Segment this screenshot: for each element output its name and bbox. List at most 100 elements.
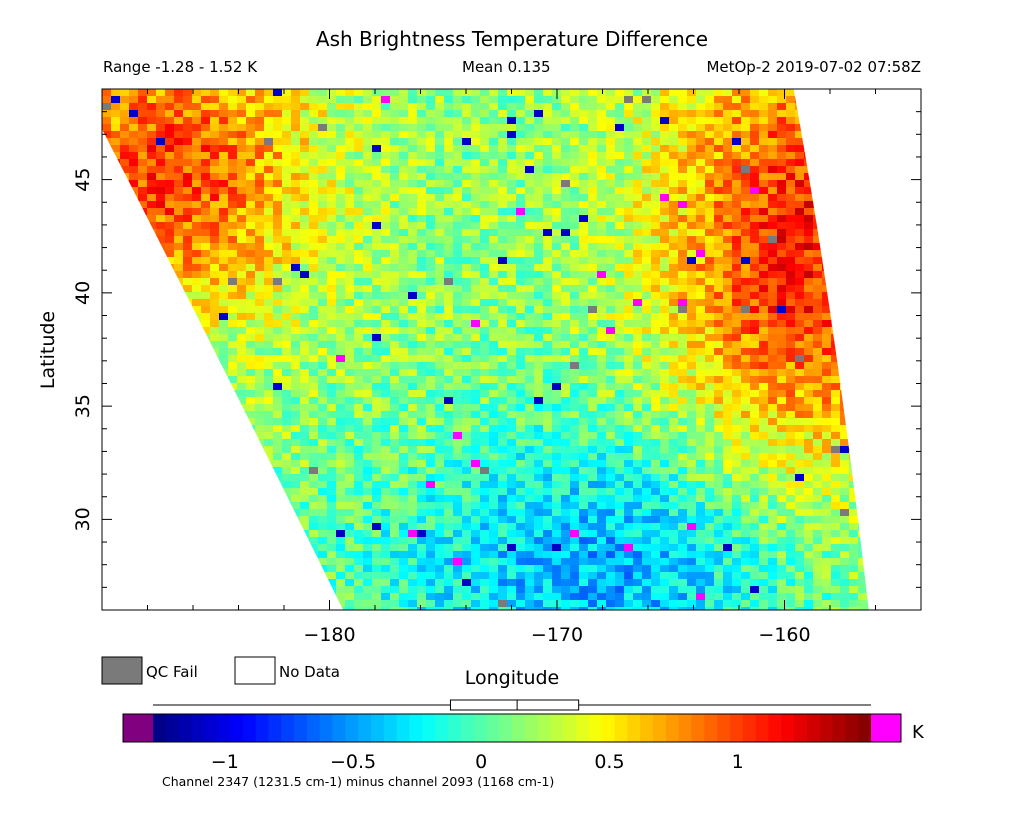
heatmap-cell xyxy=(561,243,571,251)
heatmap-cell xyxy=(750,320,760,328)
heatmap-cell xyxy=(579,439,589,447)
heatmap-cell xyxy=(777,96,787,104)
heatmap-cell xyxy=(201,159,211,167)
heatmap-cell xyxy=(552,264,562,272)
heatmap-cell xyxy=(111,166,121,174)
heatmap-cell xyxy=(507,271,517,279)
heatmap-cell xyxy=(732,446,742,454)
heatmap-cell xyxy=(273,264,283,272)
heatmap-cell xyxy=(831,166,841,174)
heatmap-cell xyxy=(462,432,472,440)
heatmap-cell xyxy=(642,124,652,132)
heatmap-cell xyxy=(489,383,499,391)
heatmap-cell xyxy=(471,215,481,223)
heatmap-cell xyxy=(120,432,130,440)
heatmap-cell xyxy=(210,145,220,153)
heatmap-cell xyxy=(228,138,238,146)
heatmap-cell xyxy=(615,327,625,335)
heatmap-cell xyxy=(615,131,625,139)
heatmap-cell xyxy=(849,446,859,454)
heatmap-cell xyxy=(795,124,805,132)
heatmap-cell xyxy=(282,446,292,454)
heatmap-cell xyxy=(858,208,868,216)
heatmap-cell xyxy=(435,397,445,405)
heatmap-cell xyxy=(444,313,454,321)
heatmap-cell xyxy=(651,320,661,328)
heatmap-cell xyxy=(372,271,382,279)
heatmap-cell xyxy=(111,110,121,118)
heatmap-cell xyxy=(507,390,517,398)
heatmap-cell xyxy=(129,215,139,223)
heatmap-cell xyxy=(768,180,778,188)
heatmap-cell xyxy=(318,362,328,370)
heatmap-cell xyxy=(624,376,634,384)
heatmap-cell xyxy=(408,411,418,419)
heatmap-cell xyxy=(291,236,301,244)
heatmap-cell xyxy=(894,166,904,174)
heatmap-cell xyxy=(822,453,832,461)
heatmap-cell xyxy=(219,432,229,440)
heatmap-cell xyxy=(228,89,238,97)
heatmap-cell xyxy=(759,138,769,146)
heatmap-cell xyxy=(462,390,472,398)
heatmap-cell xyxy=(471,348,481,356)
heatmap-cell xyxy=(408,166,418,174)
heatmap-cell xyxy=(435,89,445,97)
heatmap-cell xyxy=(453,215,463,223)
heatmap-cell xyxy=(138,299,148,307)
heatmap-cell xyxy=(894,425,904,433)
heatmap-cell xyxy=(759,306,769,314)
heatmap-cell xyxy=(579,278,589,286)
heatmap-cell xyxy=(192,208,202,216)
heatmap-cell xyxy=(732,467,742,475)
heatmap-cell xyxy=(642,257,652,265)
heatmap-cell xyxy=(714,243,724,251)
heatmap-cell xyxy=(516,117,526,125)
heatmap-cell xyxy=(192,257,202,265)
heatmap-cell xyxy=(498,117,508,125)
heatmap-cell xyxy=(570,152,580,160)
heatmap-cell xyxy=(849,334,859,342)
heatmap-cell xyxy=(633,180,643,188)
heatmap-cell xyxy=(759,362,769,370)
heatmap-cell xyxy=(741,208,751,216)
heatmap-cell xyxy=(525,131,535,139)
heatmap-cell xyxy=(498,369,508,377)
heatmap-cell xyxy=(588,117,598,125)
heatmap-cell xyxy=(714,96,724,104)
heatmap-cell xyxy=(876,173,886,181)
heatmap-cell xyxy=(255,264,265,272)
heatmap-cell xyxy=(390,334,400,342)
heatmap-cell xyxy=(813,110,823,118)
heatmap-cell xyxy=(309,397,319,405)
heatmap-cell xyxy=(480,208,490,216)
heatmap-cell xyxy=(147,334,157,342)
heatmap-cell xyxy=(858,236,868,244)
heatmap-cell xyxy=(885,397,895,405)
heatmap-cell xyxy=(876,306,886,314)
heatmap-cell xyxy=(174,439,184,447)
heatmap-cell xyxy=(354,306,364,314)
heatmap-cell xyxy=(606,117,616,125)
heatmap-cell xyxy=(552,453,562,461)
heatmap-cell xyxy=(840,348,850,356)
heatmap-cell xyxy=(687,264,697,272)
heatmap-cell xyxy=(507,180,517,188)
heatmap-cell xyxy=(858,271,868,279)
heatmap-cell xyxy=(282,292,292,300)
heatmap-cell xyxy=(183,145,193,153)
heatmap-cell xyxy=(138,460,148,468)
heatmap-cell xyxy=(129,131,139,139)
heatmap-cell xyxy=(651,334,661,342)
heatmap-cell xyxy=(678,285,688,293)
heatmap-cell xyxy=(534,243,544,251)
heatmap-cell xyxy=(687,341,697,349)
heatmap-cell xyxy=(840,376,850,384)
heatmap-cell xyxy=(759,453,769,461)
heatmap-cell xyxy=(462,131,472,139)
heatmap-cell xyxy=(750,425,760,433)
heatmap-cell xyxy=(777,208,787,216)
heatmap-cell xyxy=(309,145,319,153)
heatmap-cell xyxy=(687,180,697,188)
heatmap-cell xyxy=(219,278,229,286)
